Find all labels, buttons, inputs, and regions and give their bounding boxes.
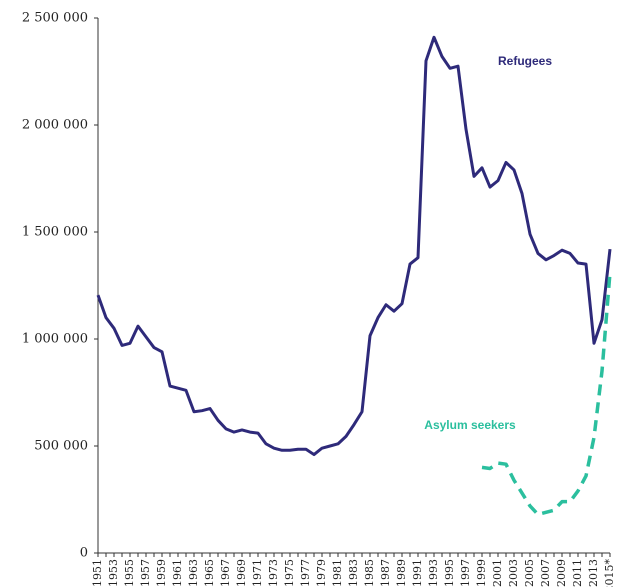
x-tick-label: 2011 (571, 559, 584, 587)
x-tick-label: 1961 (171, 559, 184, 587)
x-tick-label: 1993 (427, 559, 440, 587)
x-tick-label: 1977 (299, 559, 312, 587)
y-tick-label: 1 500 000 (22, 225, 88, 240)
y-tick-label: 1 000 000 (22, 332, 88, 347)
x-tick-label: 1971 (251, 559, 264, 587)
y-tick-label: 0 (80, 546, 88, 561)
x-tick-label: 1979 (315, 559, 328, 587)
y-tick-label: 2 500 000 (22, 11, 88, 26)
x-tick-label: 1959 (155, 559, 168, 587)
x-tick-label: 1967 (219, 559, 232, 587)
x-tick-label: 1951 (91, 559, 104, 587)
x-tick-label: 1991 (411, 559, 424, 587)
x-tick-label: 1983 (347, 559, 360, 587)
x-tick-label: 1995 (443, 559, 456, 587)
x-tick-label: 1969 (235, 559, 248, 587)
x-tick-label: 2007 (539, 559, 552, 587)
series-label: Refugees (498, 54, 552, 68)
y-tick-label: 500 000 (34, 439, 88, 454)
x-tick-label: 1955 (123, 559, 136, 587)
x-tick-label: 1985 (363, 559, 376, 587)
x-tick-label: 1957 (139, 559, 152, 587)
x-tick-label: 2009 (555, 559, 568, 587)
x-tick-label: 2005 (523, 559, 536, 587)
x-tick-label: 2013 (587, 559, 600, 587)
series-label: Asylum seekers (424, 418, 516, 432)
x-tick-label: 2015* (603, 559, 616, 587)
x-tick-label: 2001 (491, 559, 504, 587)
series-line (481, 272, 612, 517)
x-tick-label: 1973 (267, 559, 280, 587)
x-tick-label: 1987 (379, 559, 392, 587)
x-tick-label: 1975 (283, 559, 296, 587)
x-tick-label: 1989 (395, 559, 408, 587)
x-tick-label: 1953 (107, 559, 120, 587)
x-tick-label: 2003 (507, 559, 520, 587)
x-tick-label: 1997 (459, 559, 472, 587)
x-tick-label: 1999 (475, 559, 488, 587)
x-tick-label: 1981 (331, 559, 344, 587)
x-tick-label: 1963 (187, 559, 200, 587)
y-tick-label: 2 000 000 (22, 118, 88, 133)
series-line (96, 35, 612, 457)
x-tick-label: 1965 (203, 559, 216, 587)
